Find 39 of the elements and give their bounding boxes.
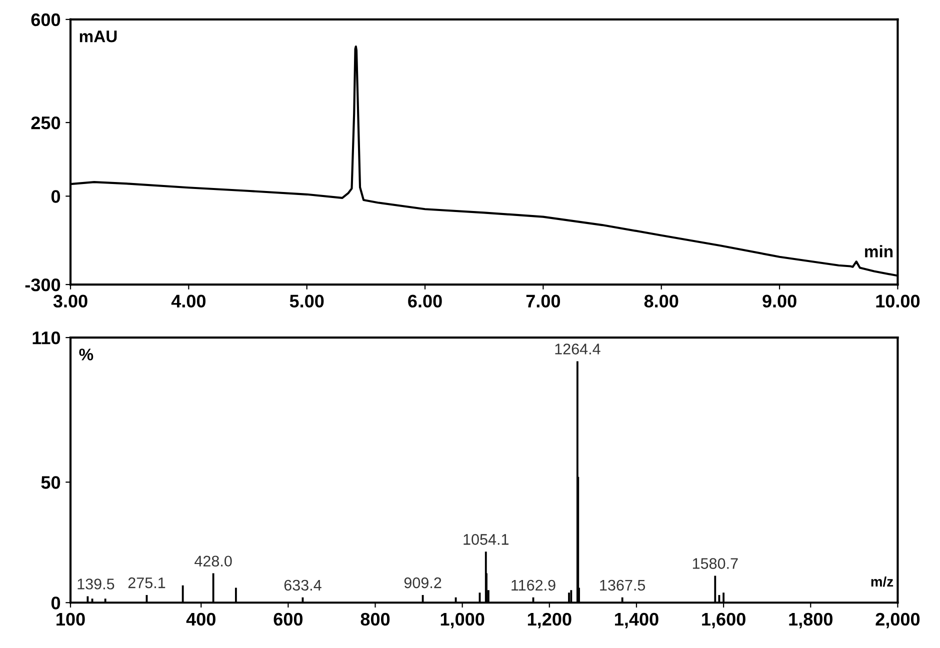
y-tick-label: 50 (41, 476, 60, 489)
annotation: 909.2 (404, 577, 442, 588)
annotation: 1162.9 (512, 580, 556, 591)
annotation: 139.5 (78, 578, 114, 590)
x-tick-label: 1,200 (528, 612, 572, 628)
x-tick-label: 400 (186, 612, 216, 626)
annotation: 633.4 (284, 580, 322, 591)
x-tick-label: 1,800 (789, 612, 832, 628)
y-tick-label: 0 (51, 190, 60, 203)
y-tick-label: 0 (51, 596, 60, 610)
y-tick-label: 250 (31, 116, 60, 130)
y-tick-label: 600 (31, 13, 60, 26)
x-tick-label: 1,600 (702, 612, 746, 628)
y-axis-title: mAU (80, 30, 117, 42)
x-tick-label: 9.00 (762, 294, 796, 308)
x-axis-title: m/z (871, 576, 894, 587)
annotation: 1580.7 (692, 558, 738, 569)
x-axis-title: min (865, 245, 893, 258)
x-tick-label: 2,000 (876, 612, 920, 628)
x-tick-label: 5.00 (290, 294, 324, 308)
annotation: 1054.1 (464, 534, 509, 545)
x-tick-label: 3.00 (53, 294, 88, 308)
x-tick-label: 4.00 (171, 294, 206, 308)
y-tick-label: -300 (25, 278, 60, 292)
x-tick-label: 6.00 (408, 294, 442, 308)
x-tick-label: 800 (360, 612, 390, 626)
annotation: 1264.4 (555, 344, 600, 354)
x-tick-label: 8.00 (644, 294, 678, 308)
x-tick-label: 1,000 (440, 612, 484, 628)
x-tick-label: 600 (274, 612, 303, 626)
x-tick-label: 10.00 (876, 294, 920, 308)
y-axis-title: % (79, 348, 94, 360)
annotation: 428.0 (194, 556, 232, 567)
annotation: 275.1 (128, 577, 166, 588)
annotation: 1367.5 (600, 580, 646, 591)
x-tick-label: 7.00 (526, 294, 560, 308)
x-tick-label: 100 (56, 612, 85, 626)
y-tick-label: 110 (32, 331, 60, 344)
x-tick-label: 1,400 (615, 612, 658, 628)
